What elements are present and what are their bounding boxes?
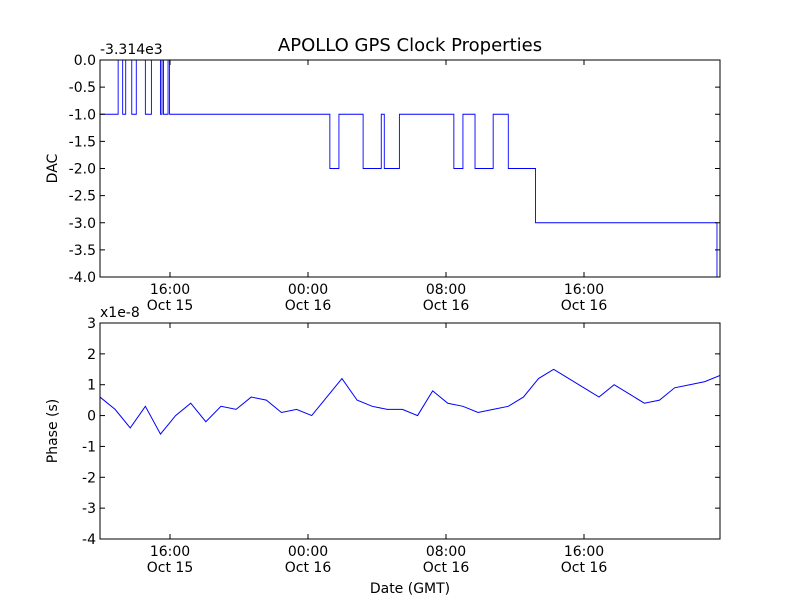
phase-offset-text: x1e-8 bbox=[100, 305, 140, 321]
dac-xtick-time: 16:00 bbox=[564, 282, 604, 298]
phase-xtick-time: 16:00 bbox=[564, 544, 604, 560]
phase-xtick-date: Oct 16 bbox=[285, 560, 332, 576]
phase-y-axis-label: Phase (s) bbox=[45, 399, 61, 463]
phase-xtick-date: Oct 16 bbox=[423, 560, 470, 576]
dac-xtick-time: 00:00 bbox=[288, 282, 328, 298]
dac-xtick-date: Oct 16 bbox=[561, 298, 608, 314]
phase-series-line bbox=[100, 368, 720, 435]
phase-xtick-date: Oct 15 bbox=[147, 560, 193, 576]
phase-ytick-label: 1 bbox=[87, 378, 96, 394]
dac-ytick-label: -3.5 bbox=[69, 243, 96, 259]
chart-title: APOLLO GPS Clock Properties bbox=[278, 35, 542, 56]
phase-xtick-date: Oct 16 bbox=[561, 560, 608, 576]
dac-ytick-label: -2.5 bbox=[69, 189, 96, 205]
dac-xtick-date: Oct 16 bbox=[285, 298, 332, 314]
dac-xtick-date: Oct 16 bbox=[423, 298, 470, 314]
dac-ytick-label: -1.0 bbox=[69, 107, 96, 123]
phase-axes-frame bbox=[99, 322, 721, 540]
dac-ytick-label: -1.5 bbox=[69, 134, 96, 150]
dac-xtick-time: 16:00 bbox=[150, 282, 190, 298]
phase-ytick-label: -3 bbox=[82, 501, 96, 517]
x-axis-label: Date (GMT) bbox=[370, 581, 450, 597]
dac-ytick-label: -3.0 bbox=[69, 216, 96, 232]
phase-xtick-time: 16:00 bbox=[150, 544, 190, 560]
dac-offset-text: -3.314e3 bbox=[100, 42, 163, 58]
phase-ytick-label: -4 bbox=[82, 532, 96, 548]
phase-ytick-label: 2 bbox=[87, 347, 96, 363]
phase-ytick-label: -2 bbox=[82, 470, 96, 486]
phase-xtick-time: 00:00 bbox=[288, 544, 328, 560]
dac-ytick-label: -0.5 bbox=[69, 80, 96, 96]
dac-ytick-label: -4.0 bbox=[69, 270, 96, 286]
dac-y-axis-label: DAC bbox=[45, 153, 61, 183]
dac-xtick-time: 08:00 bbox=[426, 282, 466, 298]
dac-xtick-date: Oct 15 bbox=[147, 298, 193, 314]
phase-ytick-label: 0 bbox=[87, 409, 96, 425]
dac-ytick-label: 0.0 bbox=[74, 53, 96, 69]
phase-ytick-label: -1 bbox=[82, 439, 96, 455]
dac-series-line bbox=[100, 60, 720, 277]
phase-xtick-time: 08:00 bbox=[426, 544, 466, 560]
phase-ytick-label: 3 bbox=[87, 316, 96, 332]
dac-panel: 0.0 -0.5 -1.0 -1.5 -2.0 -2.5 -3.0 -3.5 -4.0 16:00… bbox=[45, 42, 721, 314]
dac-ytick-label: -2.0 bbox=[69, 162, 96, 178]
